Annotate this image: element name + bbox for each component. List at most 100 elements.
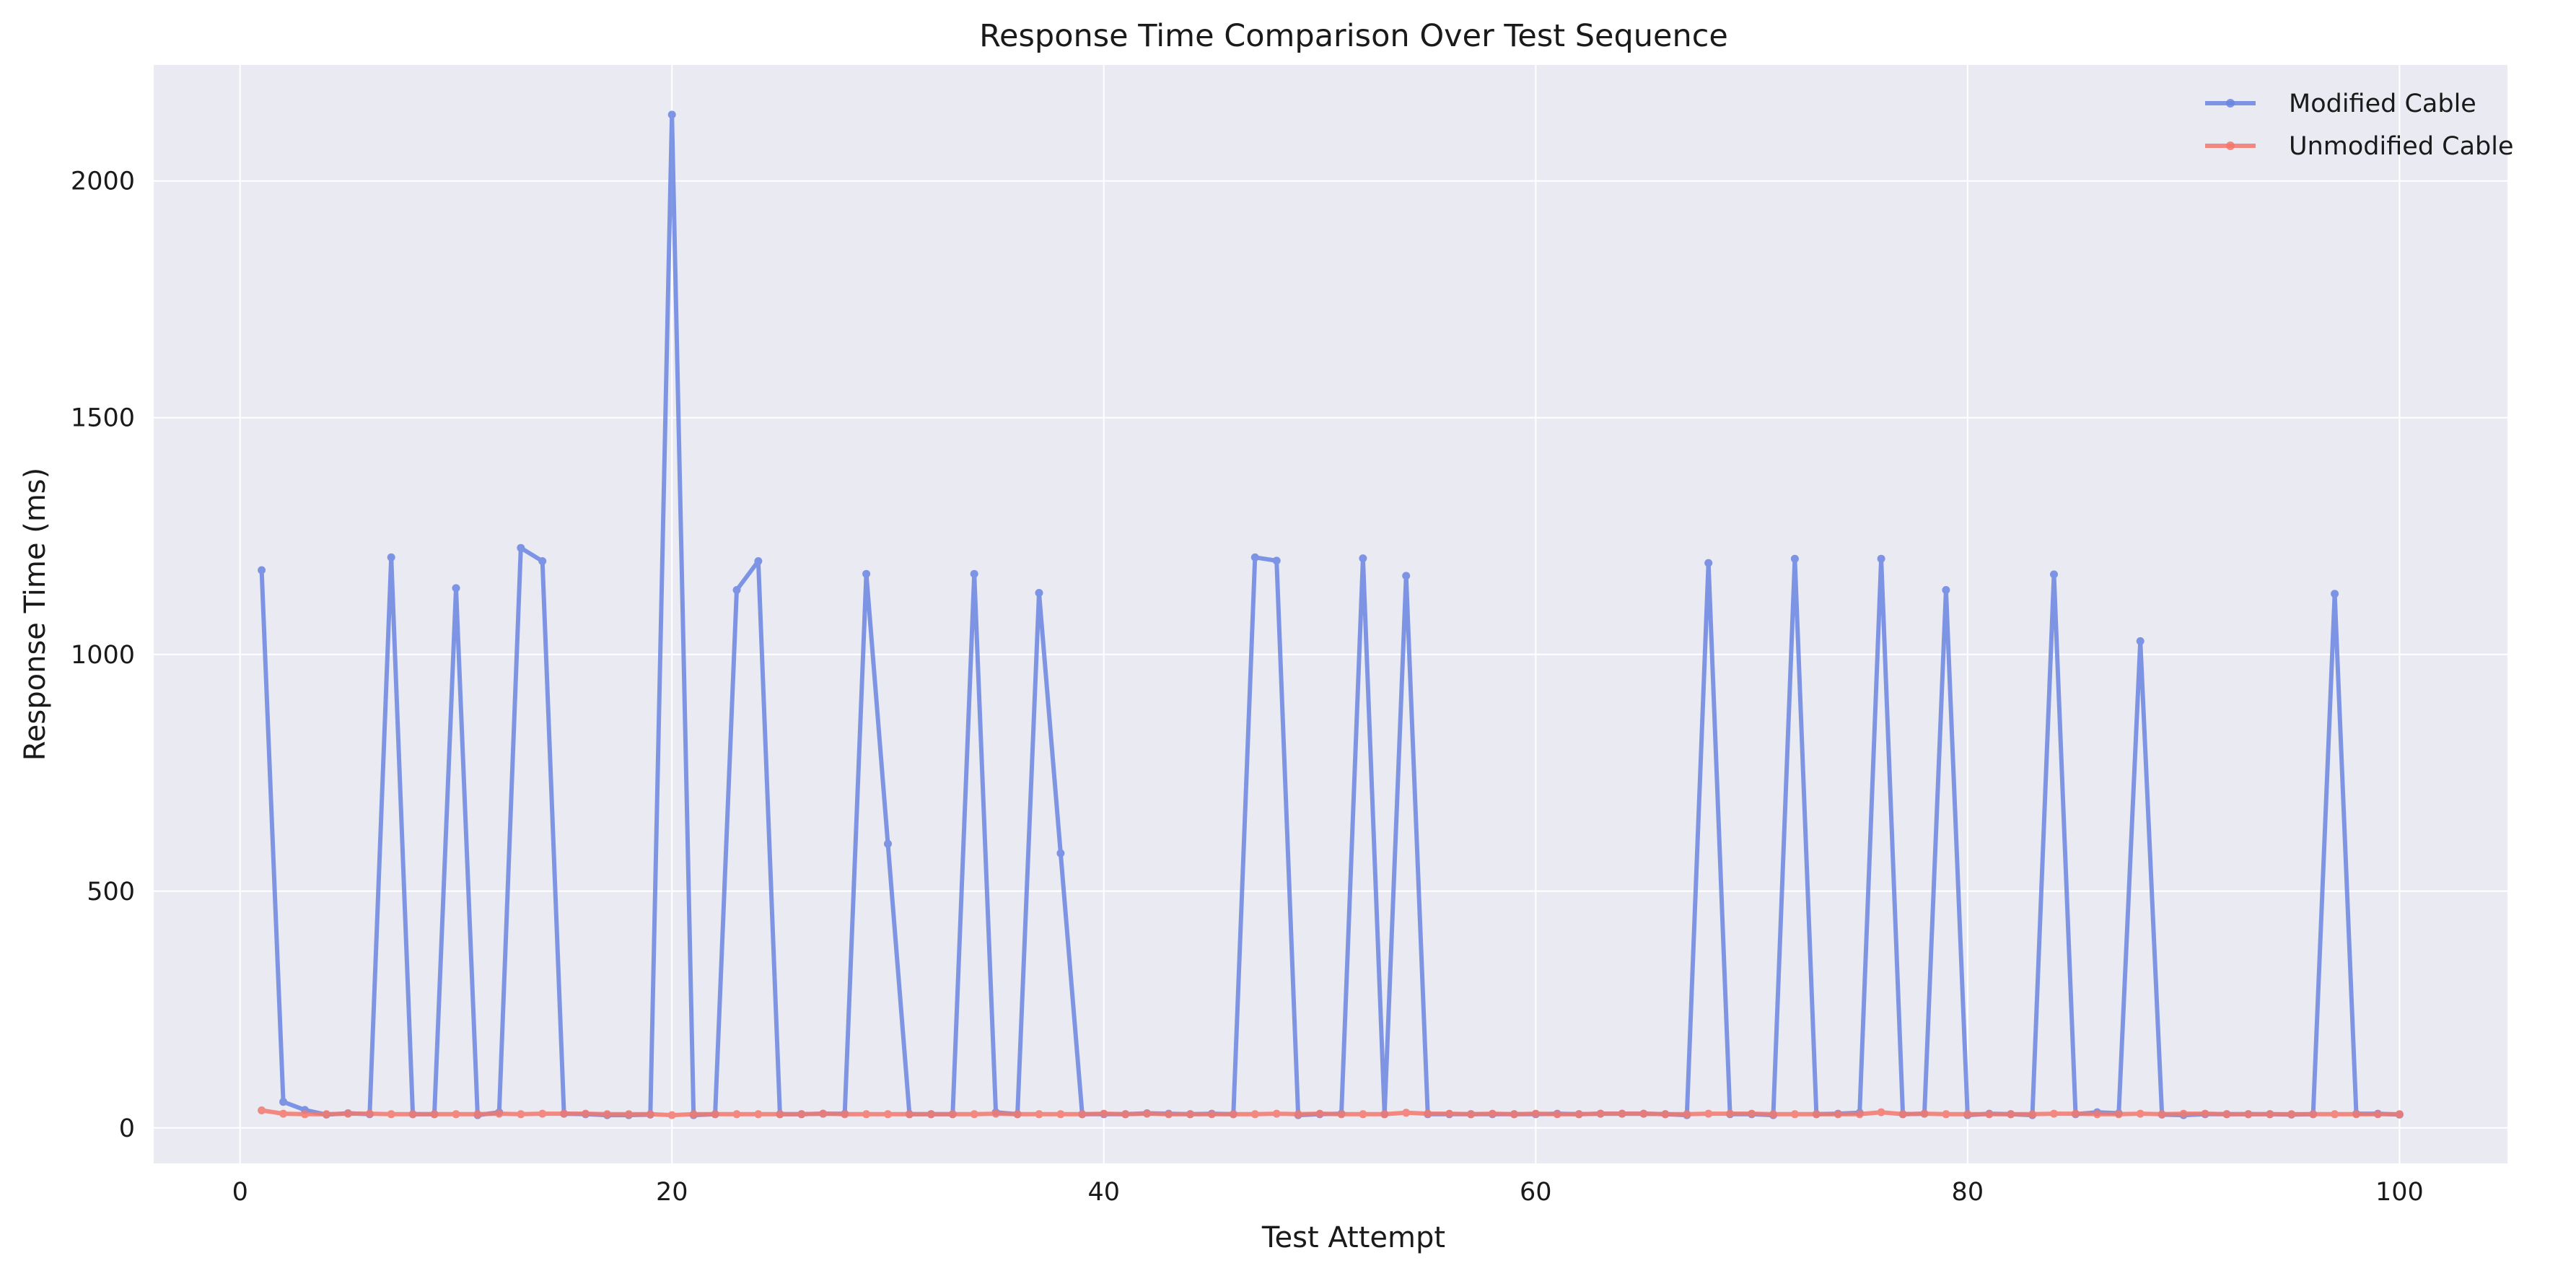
x-tick-label: 40 [1087, 1178, 1120, 1207]
data-point-unmodified-cable [1315, 1109, 1324, 1118]
data-point-unmodified-cable [1165, 1110, 1173, 1119]
data-point-modified-cable [862, 569, 871, 578]
data-point-unmodified-cable [776, 1110, 784, 1119]
data-point-unmodified-cable [1100, 1109, 1108, 1118]
y-tick-label: 1500 [71, 404, 135, 433]
data-point-modified-cable [279, 1098, 288, 1106]
data-point-unmodified-cable [1078, 1110, 1087, 1119]
data-point-unmodified-cable [538, 1109, 547, 1118]
y-axis-ticks: 0 500 1000 1500 2000 [71, 167, 135, 1143]
plot-background [154, 65, 2507, 1163]
data-point-unmodified-cable [624, 1110, 633, 1119]
data-point-unmodified-cable [1618, 1109, 1626, 1118]
data-point-unmodified-cable [2309, 1110, 2318, 1119]
data-point-unmodified-cable [754, 1110, 763, 1119]
series-line-unmodified-cable [261, 1108, 2400, 1118]
data-point-modified-cable [1056, 849, 1065, 857]
grid [154, 65, 2507, 1163]
data-point-modified-cable [2136, 637, 2145, 645]
data-point-unmodified-cable [819, 1109, 828, 1118]
data-point-unmodified-cable [1402, 1109, 1411, 1117]
data-point-unmodified-cable [1467, 1110, 1475, 1119]
data-point-unmodified-cable [1510, 1110, 1518, 1119]
data-point-unmodified-cable [1186, 1110, 1194, 1119]
data-point-unmodified-cable [1229, 1110, 1237, 1119]
data-point-unmodified-cable [884, 1110, 892, 1119]
data-point-modified-cable [2050, 570, 2058, 579]
data-point-modified-cable [538, 557, 547, 565]
data-point-unmodified-cable [1359, 1110, 1367, 1119]
x-axis-ticks: 0 20 40 60 80 100 [232, 1178, 2424, 1207]
data-point-unmodified-cable [452, 1110, 460, 1119]
data-point-modified-cable [1942, 586, 1950, 594]
data-point-modified-cable [258, 566, 266, 574]
data-point-unmodified-cable [1812, 1110, 1821, 1119]
data-point-unmodified-cable [1769, 1110, 1777, 1119]
data-point-unmodified-cable [841, 1110, 849, 1119]
data-point-unmodified-cable [1250, 1110, 1259, 1119]
data-point-modified-cable [754, 557, 763, 565]
series-layer [258, 110, 2404, 1119]
data-point-unmodified-cable [343, 1109, 352, 1118]
data-point-modified-cable [884, 839, 892, 848]
data-point-unmodified-cable [2395, 1110, 2404, 1119]
data-point-unmodified-cable [1726, 1109, 1735, 1118]
data-point-unmodified-cable [1898, 1110, 1907, 1119]
data-point-unmodified-cable [1920, 1109, 1929, 1118]
y-tick-label: 500 [87, 878, 135, 906]
data-point-unmodified-cable [603, 1110, 611, 1119]
y-tick-label: 1000 [71, 641, 135, 670]
data-point-unmodified-cable [560, 1109, 569, 1118]
data-point-unmodified-cable [2072, 1109, 2080, 1118]
legend-item-modified: Modified Cable [2205, 89, 2476, 118]
data-point-unmodified-cable [2222, 1110, 2231, 1119]
data-point-unmodified-cable [1596, 1109, 1605, 1118]
data-point-unmodified-cable [1574, 1110, 1583, 1119]
data-point-unmodified-cable [1207, 1110, 1216, 1119]
x-tick-label: 60 [1520, 1178, 1552, 1207]
legend-marker-modified [2226, 99, 2235, 108]
data-point-unmodified-cable [1424, 1109, 1432, 1118]
data-point-modified-cable [517, 543, 525, 552]
data-point-unmodified-cable [1013, 1110, 1022, 1119]
data-point-modified-cable [452, 584, 460, 593]
data-point-unmodified-cable [2028, 1110, 2037, 1119]
data-point-unmodified-cable [2007, 1110, 2015, 1119]
data-point-unmodified-cable [1035, 1110, 1043, 1119]
data-point-unmodified-cable [2287, 1110, 2296, 1119]
data-point-unmodified-cable [1056, 1110, 1065, 1119]
data-point-unmodified-cable [1942, 1110, 1950, 1119]
data-point-modified-cable [1402, 572, 1411, 580]
data-point-unmodified-cable [689, 1110, 698, 1119]
data-point-unmodified-cable [2093, 1110, 2101, 1119]
data-point-unmodified-cable [2331, 1110, 2339, 1119]
data-point-modified-cable [1704, 559, 1713, 567]
x-axis-label: Test Attempt [1261, 1221, 1445, 1254]
data-point-unmodified-cable [970, 1110, 978, 1119]
data-point-unmodified-cable [1985, 1110, 1994, 1119]
data-point-unmodified-cable [1445, 1109, 1454, 1118]
x-tick-label: 100 [2375, 1178, 2424, 1207]
data-point-unmodified-cable [1704, 1109, 1713, 1118]
data-point-unmodified-cable [732, 1110, 741, 1119]
data-point-unmodified-cable [2136, 1109, 2145, 1118]
data-point-unmodified-cable [365, 1109, 374, 1118]
data-point-unmodified-cable [2179, 1109, 2188, 1118]
data-point-unmodified-cable [1963, 1110, 1972, 1119]
data-point-modified-cable [1035, 589, 1043, 597]
data-point-unmodified-cable [517, 1110, 525, 1119]
data-point-unmodified-cable [1683, 1110, 1691, 1119]
x-tick-label: 0 [232, 1178, 248, 1207]
data-point-unmodified-cable [1553, 1110, 1561, 1119]
data-point-unmodified-cable [1272, 1109, 1281, 1118]
chart-title: Response Time Comparison Over Test Seque… [979, 18, 1728, 54]
data-point-unmodified-cable [2373, 1110, 2382, 1119]
legend-label-unmodified: Unmodified Cable [2289, 132, 2514, 161]
data-point-unmodified-cable [258, 1106, 266, 1114]
data-point-unmodified-cable [1294, 1110, 1302, 1119]
data-point-modified-cable [1250, 553, 1259, 561]
y-tick-label: 2000 [71, 167, 135, 196]
data-point-unmodified-cable [1790, 1110, 1799, 1119]
data-point-unmodified-cable [711, 1110, 719, 1119]
data-point-modified-cable [1359, 554, 1367, 563]
